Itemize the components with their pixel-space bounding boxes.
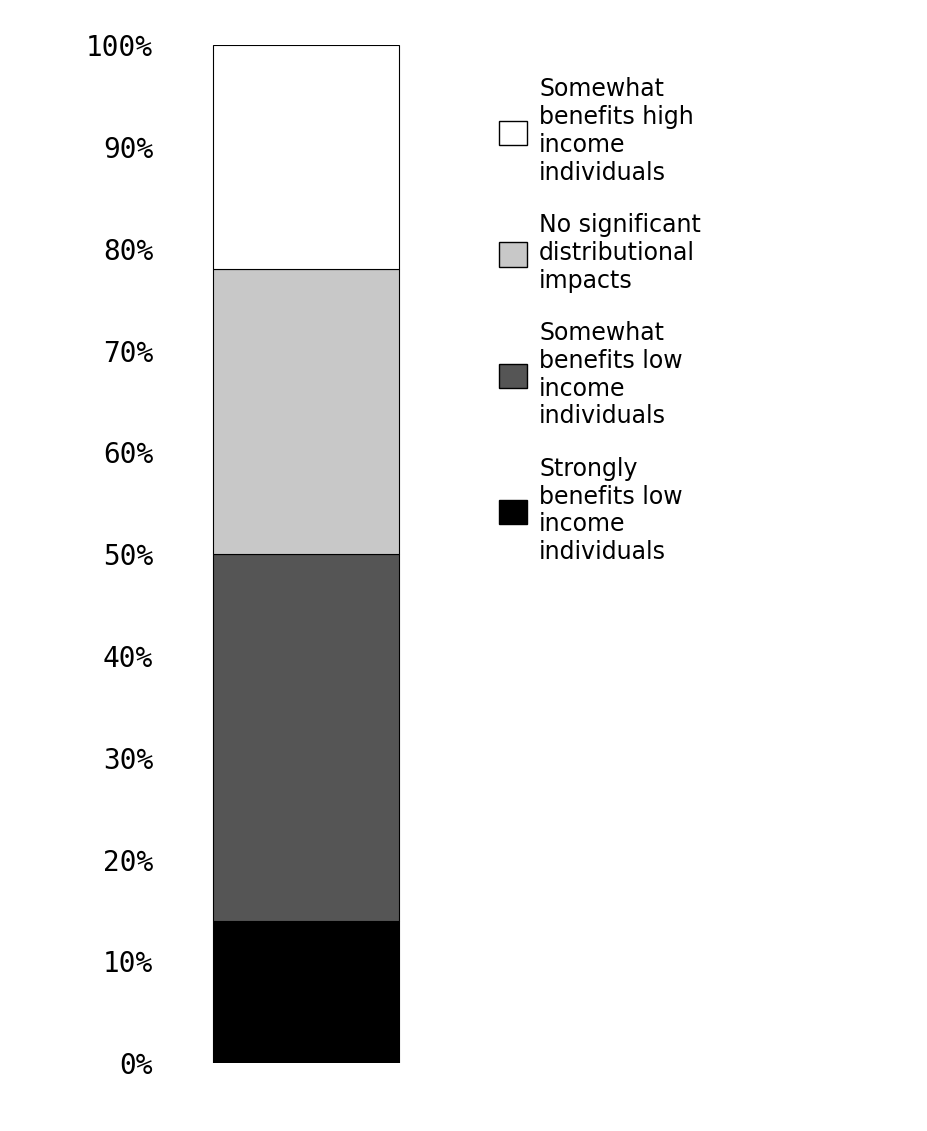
Bar [213, 554, 399, 921]
Legend: Somewhat
benefits high
income
individuals, No significant
distributional
impacts: Somewhat benefits high income individual… [499, 77, 700, 564]
Bar [213, 921, 399, 1063]
Bar [213, 269, 399, 554]
Bar [213, 45, 399, 269]
